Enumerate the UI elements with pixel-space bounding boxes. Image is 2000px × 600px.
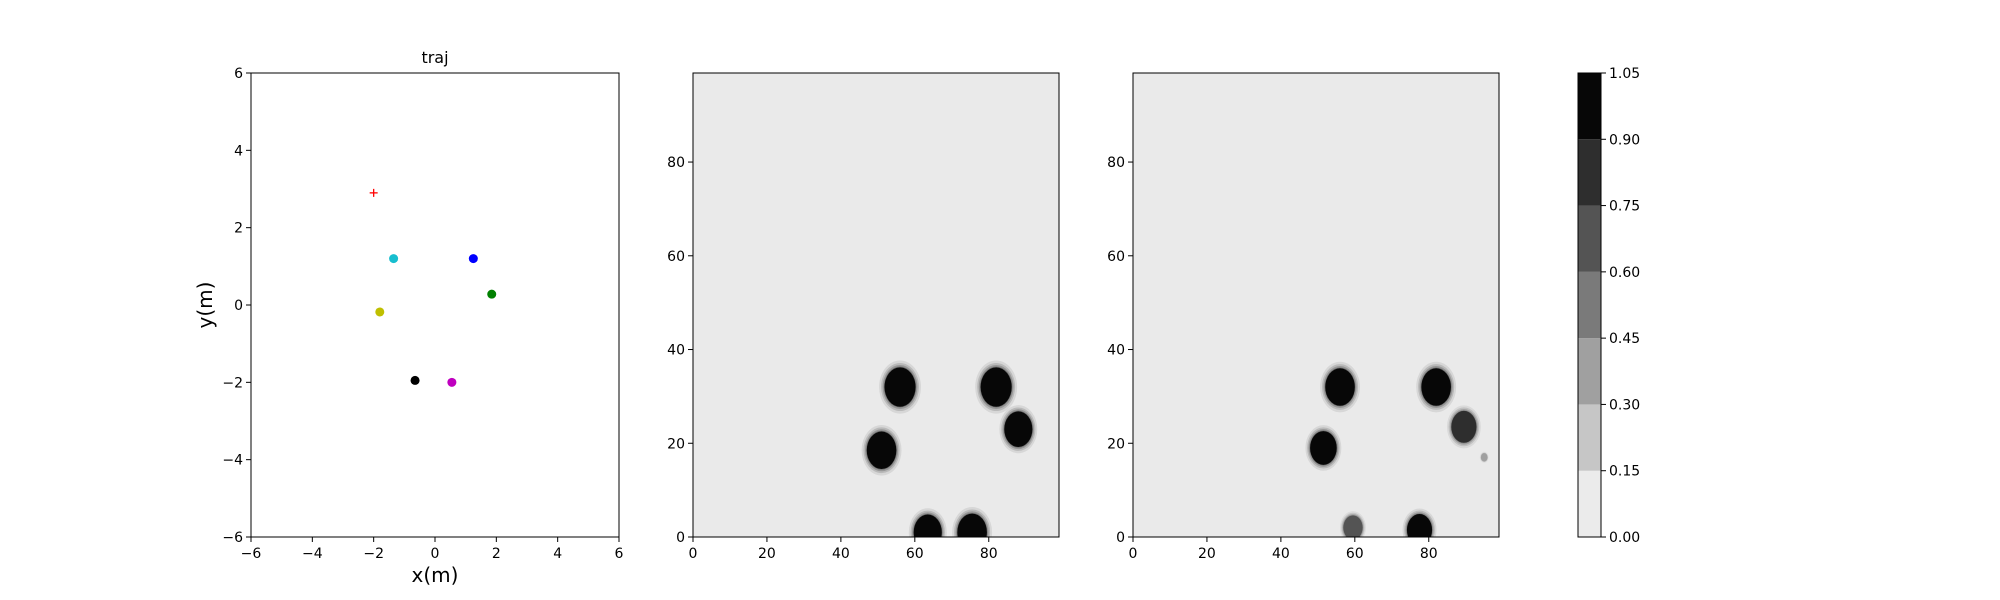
y-tick-label: 80 xyxy=(667,155,685,171)
x-tick-label: −2 xyxy=(363,546,384,562)
occupancy-blob xyxy=(1305,425,1342,471)
traj-ylabel: y(m) xyxy=(193,282,217,329)
traj-title: traj xyxy=(421,48,448,67)
y-tick-label: 80 xyxy=(1107,155,1125,171)
y-tick-label: 20 xyxy=(1107,436,1125,452)
occupancy-blob xyxy=(908,508,947,537)
colorbar-band xyxy=(1578,470,1601,537)
y-tick-label: 4 xyxy=(234,143,243,159)
x-tick-label: 20 xyxy=(1198,546,1216,562)
colorbar-band xyxy=(1578,404,1601,471)
traj-point xyxy=(487,289,497,299)
x-tick-label: 80 xyxy=(1420,546,1438,562)
x-tick-label: 4 xyxy=(553,546,562,562)
x-tick-label: −6 xyxy=(241,546,262,562)
map1-yticks: 0 20 40 60 80 xyxy=(667,155,693,546)
traj-yticks: −6 −4 −2 0 2 4 6 xyxy=(222,66,251,546)
map2-blobs xyxy=(1305,361,1489,537)
traj-panel: traj −6 −4 −2 0 2 4 6 −6 −4 −2 0 2 4 6 x(m) y(m) xyxy=(193,48,624,587)
traj-point xyxy=(389,254,399,264)
traj-xlabel: x(m) xyxy=(412,563,459,587)
x-tick-label: −4 xyxy=(302,546,323,562)
y-tick-label: 40 xyxy=(1107,343,1125,359)
map1-blobs xyxy=(861,360,1038,537)
map1-xticks: 0 20 40 60 80 xyxy=(689,537,998,562)
x-tick-label: 0 xyxy=(1129,546,1138,562)
traj-xticks: −6 −4 −2 0 2 4 6 xyxy=(241,537,624,562)
traj-start-marker xyxy=(369,188,378,197)
occupancy-blob xyxy=(952,507,993,537)
x-tick-label: 0 xyxy=(689,546,698,562)
x-tick-label: 40 xyxy=(832,546,850,562)
y-tick-label: −4 xyxy=(222,453,243,469)
occupancy-blob xyxy=(999,405,1038,454)
colorbar-tick-label: 1.05 xyxy=(1609,66,1640,82)
x-tick-label: 6 xyxy=(615,546,624,562)
map2-axes-frame xyxy=(1132,72,1500,538)
x-tick-label: 60 xyxy=(1346,546,1364,562)
y-tick-label: 6 xyxy=(234,66,243,82)
colorbar-tick-label: 0.75 xyxy=(1609,199,1640,215)
occupancy-blob xyxy=(1479,451,1489,464)
map2-yticks: 0 20 40 60 80 xyxy=(1107,155,1133,546)
y-tick-label: −2 xyxy=(222,375,243,391)
x-tick-label: 80 xyxy=(980,546,998,562)
colorbar-band xyxy=(1578,205,1601,272)
occupancy-blob xyxy=(1320,361,1360,413)
colorbar-tick-label: 0.90 xyxy=(1609,132,1640,148)
y-tick-label: −6 xyxy=(222,530,243,546)
colorbar-bands xyxy=(1578,73,1601,537)
y-tick-label: 0 xyxy=(676,530,685,546)
traj-axes-frame xyxy=(250,72,620,538)
colorbar-band xyxy=(1578,271,1601,339)
colorbar-tick-label: 0.15 xyxy=(1609,464,1640,480)
colorbar: 0.00 0.15 0.30 0.45 0.60 0.75 0.90 1.05 xyxy=(1577,66,1640,546)
occupancy-blob xyxy=(975,360,1018,414)
y-tick-label: 40 xyxy=(667,343,685,359)
occupancy-blob xyxy=(879,360,921,414)
y-tick-label: 60 xyxy=(667,249,685,265)
y-tick-label: 0 xyxy=(234,298,243,314)
colorbar-tick-label: 0.45 xyxy=(1609,331,1640,347)
occupancy-blob xyxy=(1416,361,1457,413)
y-tick-label: 2 xyxy=(234,221,243,237)
colorbar-band xyxy=(1578,338,1601,405)
x-tick-label: 0 xyxy=(431,546,440,562)
x-tick-label: 20 xyxy=(758,546,776,562)
colorbar-tick-label: 0.00 xyxy=(1609,530,1640,546)
traj-point xyxy=(447,377,457,387)
occupancy-blob xyxy=(1402,508,1437,537)
traj-points xyxy=(369,188,497,387)
traj-point xyxy=(468,254,478,264)
x-tick-label: 40 xyxy=(1272,546,1290,562)
map1-axes-frame xyxy=(692,72,1060,538)
colorbar-frame xyxy=(1577,72,1602,538)
traj-point xyxy=(375,307,385,317)
map-panel-1: 0 20 40 60 80 0 20 40 60 80 xyxy=(667,72,1060,562)
colorbar-band xyxy=(1578,73,1601,140)
colorbar-band xyxy=(1578,139,1601,206)
x-tick-label: 2 xyxy=(492,546,501,562)
y-tick-label: 60 xyxy=(1107,249,1125,265)
y-tick-label: 0 xyxy=(1116,530,1125,546)
occupancy-blob xyxy=(1446,405,1481,449)
x-tick-label: 60 xyxy=(906,546,924,562)
traj-point xyxy=(410,375,420,385)
colorbar-ticks: 0.00 0.15 0.30 0.45 0.60 0.75 0.90 1.05 xyxy=(1601,66,1640,546)
colorbar-tick-label: 0.30 xyxy=(1609,397,1640,413)
occupancy-blob xyxy=(861,424,902,476)
occupancy-blob xyxy=(1339,511,1366,537)
colorbar-tick-label: 0.60 xyxy=(1609,265,1640,281)
map2-xticks: 0 20 40 60 80 xyxy=(1129,537,1438,562)
y-tick-label: 20 xyxy=(667,436,685,452)
map-panel-2: 0 20 40 60 80 0 20 40 60 80 xyxy=(1107,72,1500,562)
